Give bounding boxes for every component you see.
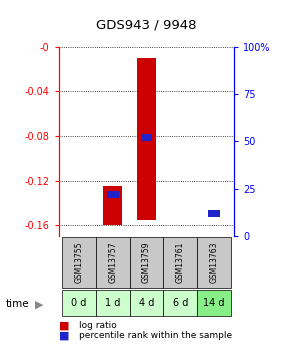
Bar [137, 58, 156, 219]
Bar [163, 237, 197, 288]
Bar [62, 237, 96, 288]
Bar [96, 237, 130, 288]
Bar [103, 186, 122, 225]
Text: ▶: ▶ [35, 299, 44, 309]
Text: 0 d: 0 d [71, 298, 86, 308]
Bar [141, 134, 152, 141]
Bar [208, 209, 220, 217]
Text: ■: ■ [59, 331, 69, 340]
Text: 14 d: 14 d [203, 298, 225, 308]
Text: log ratio: log ratio [79, 321, 117, 330]
Text: GSM13759: GSM13759 [142, 242, 151, 283]
Bar [197, 237, 231, 288]
Text: GDS943 / 9948: GDS943 / 9948 [96, 19, 197, 32]
Text: GSM13755: GSM13755 [74, 242, 84, 283]
Text: ■: ■ [59, 321, 69, 330]
Text: 1 d: 1 d [105, 298, 120, 308]
Bar [96, 290, 130, 316]
Bar [107, 190, 119, 198]
Bar [130, 237, 163, 288]
Text: time: time [6, 299, 30, 309]
Bar [197, 290, 231, 316]
Bar [163, 290, 197, 316]
Text: percentile rank within the sample: percentile rank within the sample [79, 331, 232, 340]
Text: GSM13761: GSM13761 [176, 242, 185, 283]
Text: 4 d: 4 d [139, 298, 154, 308]
Text: 6 d: 6 d [173, 298, 188, 308]
Bar [62, 290, 96, 316]
Text: GSM13763: GSM13763 [209, 242, 219, 283]
Text: GSM13757: GSM13757 [108, 242, 117, 283]
Bar [130, 290, 163, 316]
